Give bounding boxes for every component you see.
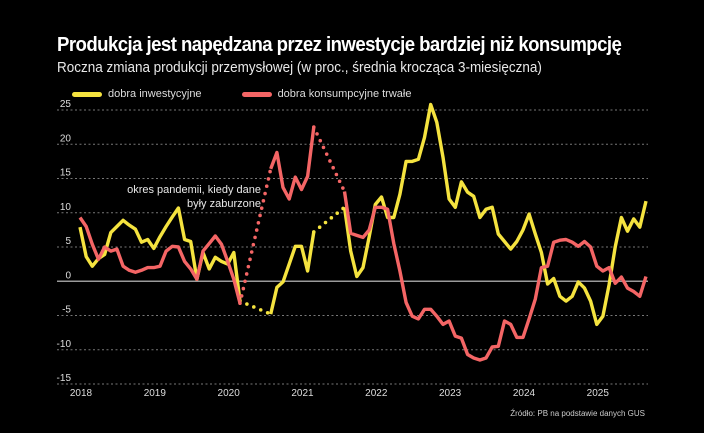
legend-item-consumer-durables: dobra konsumpcyjne trwałe [241, 88, 412, 100]
annotation-line-1: okres pandemii, kiedy dane [127, 184, 261, 196]
consumer-durables-line-segment [342, 191, 648, 362]
consumer-durables-line-dotted-segment [238, 167, 273, 306]
x-tick-label: 2020 [218, 388, 241, 399]
investment-line-dotted-segment [238, 299, 273, 316]
x-tick-label: 2018 [70, 388, 93, 399]
y-tick-label: 25 [60, 99, 72, 110]
x-tick-label: 2021 [291, 388, 314, 399]
legend-label-investment: dobra inwestycyjne [108, 88, 202, 100]
legend: dobra inwestycyjne dobra konsumpcyjne tr… [72, 88, 451, 100]
consumer-durables-line-segment [269, 126, 316, 201]
y-tick-label: 5 [65, 236, 71, 247]
x-tick-label: 2022 [365, 388, 388, 399]
y-tick-label: 10 [60, 202, 72, 213]
y-tick-label: -15 [57, 373, 72, 384]
investment-line-segment [342, 102, 648, 327]
x-tick-label: 2019 [144, 388, 167, 399]
x-tick-label: 2025 [587, 388, 610, 399]
consumer-durables-line-dotted-segment [311, 125, 347, 194]
source-note: Źródło: PB na podstawie danych GUS [510, 409, 645, 418]
legend-label-consumer-durables: dobra konsumpcyjne trwałe [277, 88, 412, 100]
y-tick-label: -5 [62, 305, 71, 316]
x-tick-label: 2024 [513, 388, 536, 399]
y-tick-label: 0 [65, 270, 71, 281]
investment-line-segment [78, 206, 242, 302]
annotation-line-2: były zaburzone [187, 198, 261, 210]
consumer-durables-line-segment [78, 216, 242, 304]
pandemic-annotation: okres pandemii, kiedy dane były zaburzon… [127, 183, 261, 211]
legend-swatch-consumer-durables [241, 91, 272, 97]
investment-line-segment [269, 231, 316, 315]
chart-subtitle: Roczna zmiana produkcji przemysłowej (w … [57, 60, 542, 76]
y-tick-label: 20 [60, 133, 72, 144]
legend-item-investment: dobra inwestycyjne [72, 88, 202, 100]
chart-title: Produkcja jest napędzana przez inwestycj… [57, 34, 622, 56]
x-tick-label: 2023 [439, 388, 462, 399]
investment-line-dotted-segment [311, 205, 347, 234]
y-tick-label: 15 [60, 168, 72, 179]
legend-swatch-investment [72, 91, 102, 97]
y-tick-label: -10 [57, 339, 72, 350]
